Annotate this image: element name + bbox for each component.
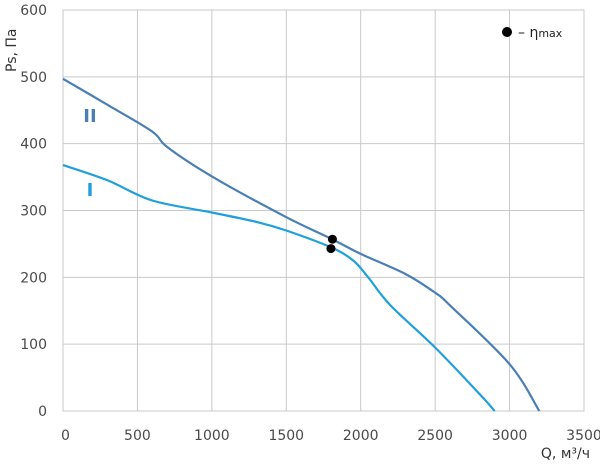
x-axis-label: Q, м³/ч xyxy=(541,446,590,462)
legend: – ηmax xyxy=(502,25,563,41)
x-tick-label: 500 xyxy=(124,428,151,444)
grid xyxy=(62,9,585,412)
efficiency-point-ii xyxy=(327,234,337,244)
y-tick-labels: 0 100 200 300 400 500 600 xyxy=(20,3,47,420)
legend-text: – η xyxy=(518,25,538,41)
x-tick-label: 0 xyxy=(61,428,70,444)
curve-label-ii: II xyxy=(83,106,96,127)
x-tick-label: 3000 xyxy=(492,428,528,444)
curves xyxy=(62,77,541,412)
x-tick-label: 2000 xyxy=(343,428,379,444)
y-tick-label: 400 xyxy=(20,137,47,153)
legend-label: – ηmax xyxy=(518,25,563,41)
x-tick-label: 3500 xyxy=(566,428,600,444)
x-tick-labels: 0 500 1000 1500 2000 2500 3000 3500 xyxy=(61,428,600,444)
y-tick-label: 200 xyxy=(20,270,47,286)
y-tick-label: 300 xyxy=(20,204,47,220)
y-tick-label: 600 xyxy=(20,3,47,19)
y-tick-label: 100 xyxy=(20,337,47,353)
x-tick-label: 1000 xyxy=(194,428,230,444)
y-tick-label: 0 xyxy=(38,404,47,420)
efficiency-point-i xyxy=(326,244,336,254)
legend-subscript: max xyxy=(538,27,562,40)
y-axis-label: Ps, Па xyxy=(4,29,20,73)
x-tick-label: 1500 xyxy=(268,428,304,444)
curve-label-i: I xyxy=(87,180,94,201)
efficiency-points xyxy=(326,234,337,254)
plot-area-border xyxy=(62,9,585,412)
curve-ii xyxy=(62,77,541,412)
curve-labels: III xyxy=(83,106,96,201)
y-tick-label: 500 xyxy=(20,70,47,86)
x-tick-label: 2500 xyxy=(417,428,453,444)
legend-marker-icon xyxy=(502,27,512,37)
